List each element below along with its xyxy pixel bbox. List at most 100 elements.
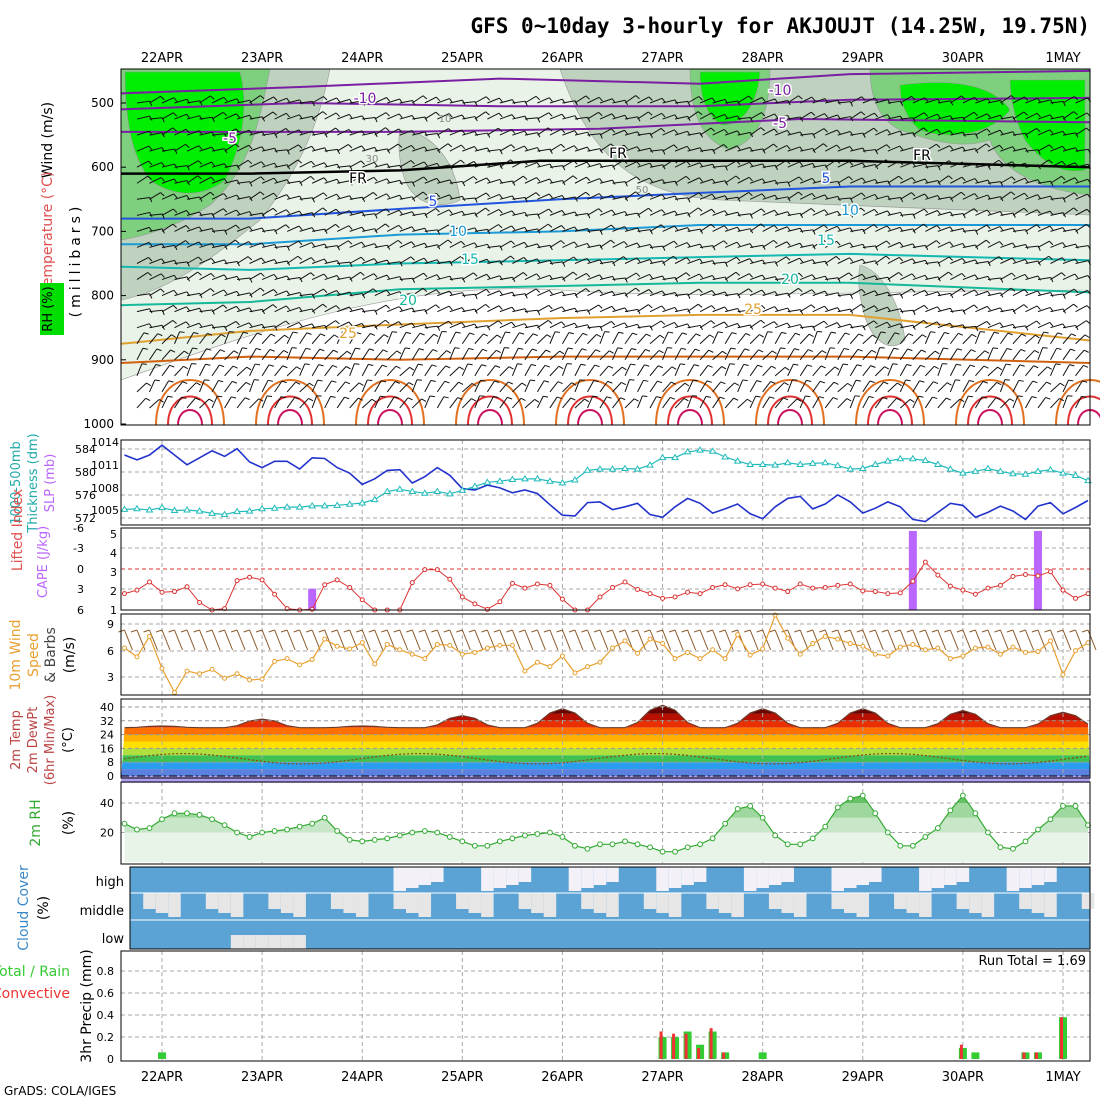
wind-barb-flag	[335, 208, 340, 214]
rh-marker	[509, 835, 516, 842]
wind-barb	[299, 308, 313, 313]
wind-barb	[424, 244, 438, 248]
wind-barb-flag	[909, 399, 915, 403]
li-marker	[497, 599, 503, 605]
wind-barb-flag	[143, 332, 149, 335]
wind-barb-flag	[923, 112, 929, 117]
wind-barb-flag	[800, 116, 804, 122]
wind-barb	[399, 226, 413, 232]
wind-barb	[499, 331, 506, 344]
wind-barb	[336, 381, 346, 393]
bottom-date-label: 28APR	[742, 1070, 784, 1085]
wind-barb	[687, 629, 697, 651]
wind-barb-flag	[748, 288, 753, 293]
wind-barb	[386, 331, 393, 344]
cloud-middle-gap	[718, 893, 732, 913]
wind-barb	[699, 305, 712, 313]
wind-barb	[399, 181, 413, 184]
wind-barb	[574, 116, 588, 120]
cape-tick-label: 1	[110, 604, 117, 617]
wind-barb-flag	[831, 629, 838, 633]
wind-barb	[387, 306, 400, 313]
wind-barb-flag	[995, 397, 1001, 401]
wind-barb	[211, 304, 224, 313]
cloud-middle-gap	[406, 893, 419, 913]
wind-barb	[649, 209, 662, 216]
wind-barb-flag	[508, 381, 513, 385]
li-line	[124, 561, 1089, 611]
wind-barb	[637, 192, 650, 200]
wind-barb	[411, 287, 424, 297]
wind-barb-flag	[810, 111, 816, 116]
wind-barb	[562, 100, 576, 104]
wind-speed-marker	[597, 659, 603, 665]
wind-barb-flag	[424, 213, 428, 219]
wind-barb	[562, 241, 575, 248]
wind-barb-flag	[974, 178, 979, 183]
wind-barb-flag	[668, 331, 674, 334]
wind-barb-flag	[248, 129, 253, 135]
wind-barb	[950, 191, 962, 200]
wind-speed-marker	[685, 649, 691, 655]
wind-barb	[699, 396, 707, 409]
li-tick-label: 3	[77, 583, 84, 596]
wind-barb-flag	[173, 193, 178, 199]
wind-barb-flag	[248, 241, 253, 246]
li-marker	[559, 596, 565, 602]
wind-barb-flag	[611, 306, 616, 311]
wind-barb	[324, 148, 338, 152]
wind-barb	[737, 288, 749, 297]
wind-barb	[387, 113, 400, 120]
wind-barb	[462, 212, 476, 216]
wind-barb	[474, 379, 481, 393]
wind-barb	[387, 128, 399, 136]
wind-barb-flag	[831, 331, 837, 334]
wind-barb-flag	[771, 350, 777, 354]
li-marker	[647, 591, 653, 597]
wind-barb	[837, 176, 850, 184]
wind-barb-flag	[720, 381, 726, 385]
wind-barb	[274, 164, 288, 168]
wind-barb-flag	[674, 277, 678, 283]
wind-barb-flag	[824, 98, 829, 103]
wind-barb-flag	[1036, 209, 1041, 214]
wind-barb-flag	[648, 207, 653, 212]
wind-barb	[799, 629, 809, 651]
wind-barb	[850, 147, 863, 152]
wind-speed-marker	[672, 656, 678, 662]
temp-panel-frame	[120, 698, 1091, 779]
wind-barb	[349, 256, 362, 264]
wind-barb-flag	[487, 132, 491, 138]
wind-barb-flag	[761, 193, 766, 198]
cloud-high-gap	[406, 867, 419, 888]
wind-barb	[1075, 193, 1088, 200]
wind-barb	[587, 380, 595, 393]
wind-barb-flag	[460, 144, 466, 150]
cloud-middle-gap	[468, 893, 482, 913]
wind-barb	[349, 397, 359, 409]
wind-barb	[1062, 379, 1069, 393]
cloud-middle-gap	[330, 893, 344, 909]
wind-barb	[462, 131, 475, 136]
wind-barb	[374, 193, 387, 200]
wind-barb	[336, 128, 350, 136]
temp-tick-label: 0	[107, 770, 114, 783]
wind-barb	[674, 629, 684, 651]
wind-barb-flag	[697, 207, 703, 212]
wind-barb-flag	[573, 241, 578, 247]
wind-barb-flag	[556, 396, 562, 400]
rh-marker	[622, 838, 628, 845]
wind-barb	[900, 273, 913, 280]
wind-barb-flag	[310, 160, 315, 166]
rh-marker	[334, 828, 341, 834]
wind-barb-flag	[574, 226, 578, 232]
wind-barb	[1075, 260, 1089, 264]
wind-barb	[1012, 325, 1026, 329]
wind-barb-flag	[161, 228, 165, 234]
wind-barb-flag	[897, 382, 902, 387]
wind-barb-flag	[612, 276, 616, 282]
precip-bars	[158, 1017, 1067, 1059]
thickness-marker	[583, 466, 592, 473]
wind-barb	[724, 347, 732, 361]
wind-barb-flag	[581, 348, 587, 351]
